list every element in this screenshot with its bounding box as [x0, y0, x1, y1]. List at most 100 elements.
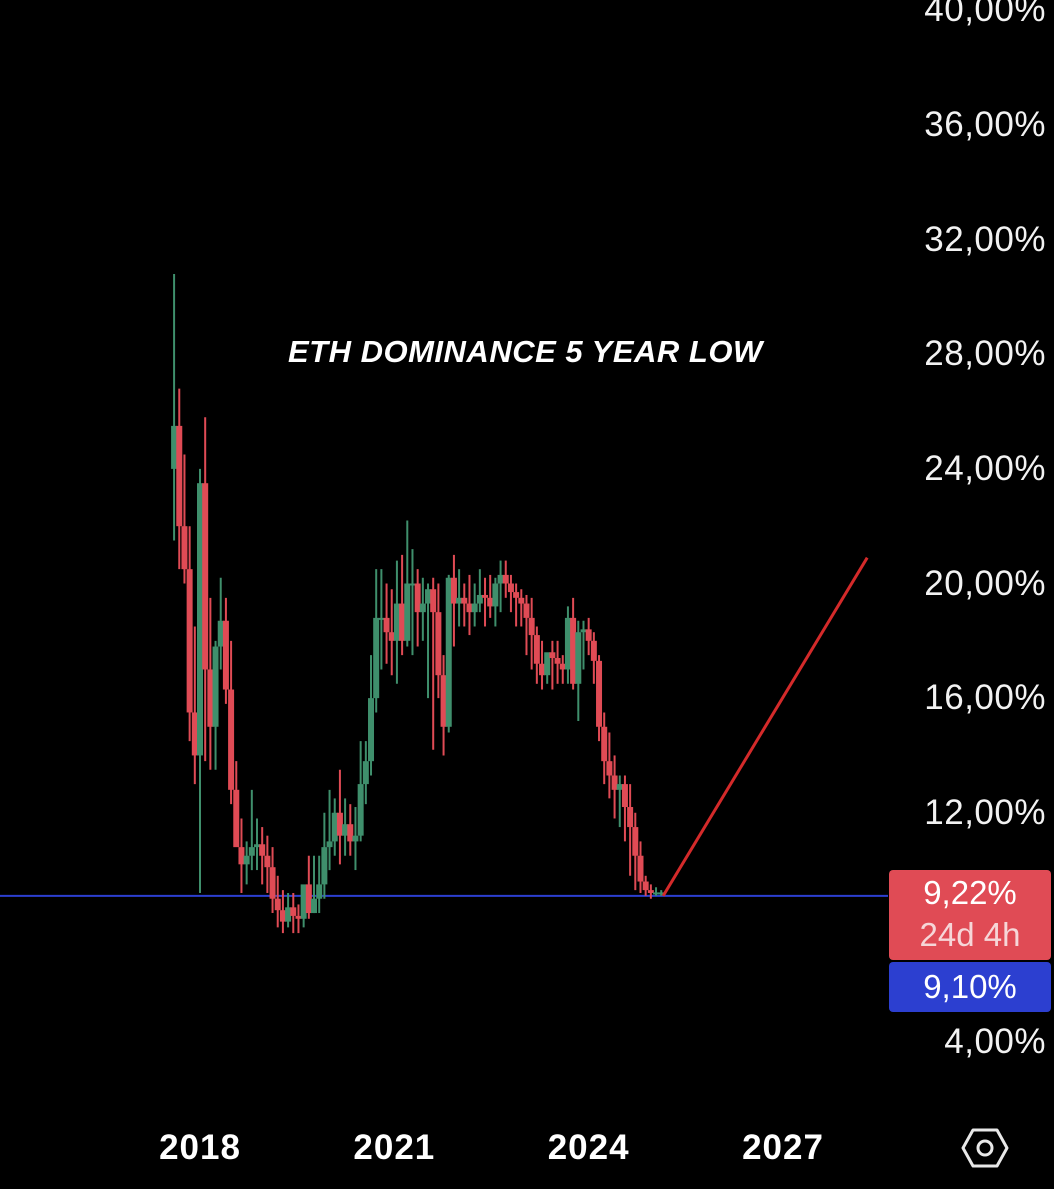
candle-body: [585, 629, 592, 641]
candle-body: [606, 761, 613, 776]
candle-body: [352, 835, 359, 842]
candle-body: [373, 617, 380, 699]
candle-body: [368, 698, 375, 762]
candle-body: [274, 898, 281, 911]
candle-body: [378, 617, 385, 620]
candle-body: [202, 483, 209, 670]
candle-body: [637, 855, 644, 882]
hexagon-settings-icon[interactable]: [961, 1124, 1009, 1172]
candle-body: [243, 855, 250, 865]
candle-body: [383, 617, 390, 633]
candle-body: [176, 425, 183, 527]
y-tick-label: 12,00%: [924, 792, 1046, 832]
candle-body: [518, 597, 525, 604]
candle-body: [414, 583, 421, 613]
y-tick-label: 40,00%: [924, 0, 1046, 30]
candle-body: [627, 807, 634, 828]
candle-body: [647, 890, 654, 893]
candle-body: [404, 583, 411, 641]
candle-body: [507, 583, 514, 593]
candle-body: [331, 812, 338, 842]
candle-body: [248, 847, 255, 856]
candle-body: [497, 574, 504, 584]
candle-body: [305, 884, 312, 914]
candle-body: [228, 689, 235, 790]
y-tick-label: 4,00%: [944, 1022, 1046, 1061]
candle-body: [269, 867, 276, 899]
x-tick-label: 2027: [742, 1128, 824, 1167]
candle-body: [601, 726, 608, 762]
candle-body: [580, 629, 587, 633]
candle-body: [191, 712, 198, 756]
candle-body: [513, 592, 520, 598]
candle-body: [233, 789, 240, 848]
candle-body: [528, 617, 535, 636]
candle-body: [259, 844, 266, 856]
candle-body: [393, 603, 400, 641]
y-tick-label: 36,00%: [924, 105, 1046, 144]
candle-body: [642, 881, 649, 891]
candle-body: [347, 824, 354, 842]
support-level-value: 9,10%: [923, 968, 1017, 1005]
candle-body: [450, 577, 457, 604]
candle-body: [471, 603, 478, 613]
candle-body: [440, 675, 447, 727]
chart-annotation: ETH DOMINANCE 5 YEAR LOW: [288, 334, 763, 369]
candle-body: [466, 603, 473, 613]
current-price-value: 9,22%: [923, 874, 1017, 911]
candle-body: [502, 574, 509, 584]
candle-body: [357, 784, 364, 836]
candle-body: [212, 646, 219, 727]
candle-body: [658, 892, 665, 895]
y-tick-label: 16,00%: [924, 678, 1046, 718]
candle-body: [425, 589, 432, 604]
candle-body: [575, 632, 582, 684]
x-tick-label: 2021: [353, 1128, 436, 1167]
candle-body: [342, 824, 349, 836]
candle-body: [482, 594, 489, 598]
candle-body: [492, 583, 499, 607]
candle-body: [435, 612, 442, 676]
x-tick-label: 2024: [547, 1128, 630, 1167]
candle-body: [300, 884, 307, 919]
y-tick-label: 28,00%: [924, 334, 1046, 374]
candle-body: [222, 620, 229, 690]
candle-body: [326, 841, 333, 848]
candle-body: [549, 652, 556, 659]
current-price-badge: 9,22% 24d 4h: [889, 870, 1051, 960]
candle-body: [311, 898, 318, 914]
candle-body: [653, 892, 660, 895]
candle-body: [419, 603, 426, 613]
candle-body: [476, 594, 483, 604]
candle-body: [570, 617, 577, 684]
candle-body: [362, 761, 369, 785]
candle-body: [539, 663, 546, 676]
candle-body: [197, 483, 203, 756]
candle-body: [290, 907, 297, 916]
candle-body: [590, 640, 597, 661]
candle-body: [336, 812, 343, 836]
candle-body: [523, 603, 530, 618]
candle-body: [611, 775, 618, 790]
candle-body: [285, 907, 292, 922]
candle-body: [559, 663, 566, 670]
candle-body: [621, 784, 628, 808]
x-tick-label: 2018: [159, 1128, 241, 1167]
candle-body: [632, 827, 639, 856]
candle-body: [544, 652, 551, 676]
candle-body: [295, 915, 302, 919]
candle-body: [430, 589, 437, 613]
y-tick-label: 24,00%: [924, 448, 1046, 488]
candle-countdown: 24d 4h: [919, 916, 1021, 953]
candle-body: [554, 658, 561, 664]
chart-plot: [0, 274, 888, 934]
support-level-badge: 9,10%: [889, 962, 1051, 1012]
candle-body: [616, 784, 623, 790]
candle-body: [264, 855, 271, 868]
candle-body: [254, 844, 261, 848]
candle-body: [487, 597, 494, 607]
candle-body: [564, 617, 571, 670]
candle-body: [321, 847, 328, 885]
chart-area[interactable]: ETH DOMINANCE 5 YEAR LOW: [0, 0, 888, 1120]
candle-body: [445, 577, 452, 727]
